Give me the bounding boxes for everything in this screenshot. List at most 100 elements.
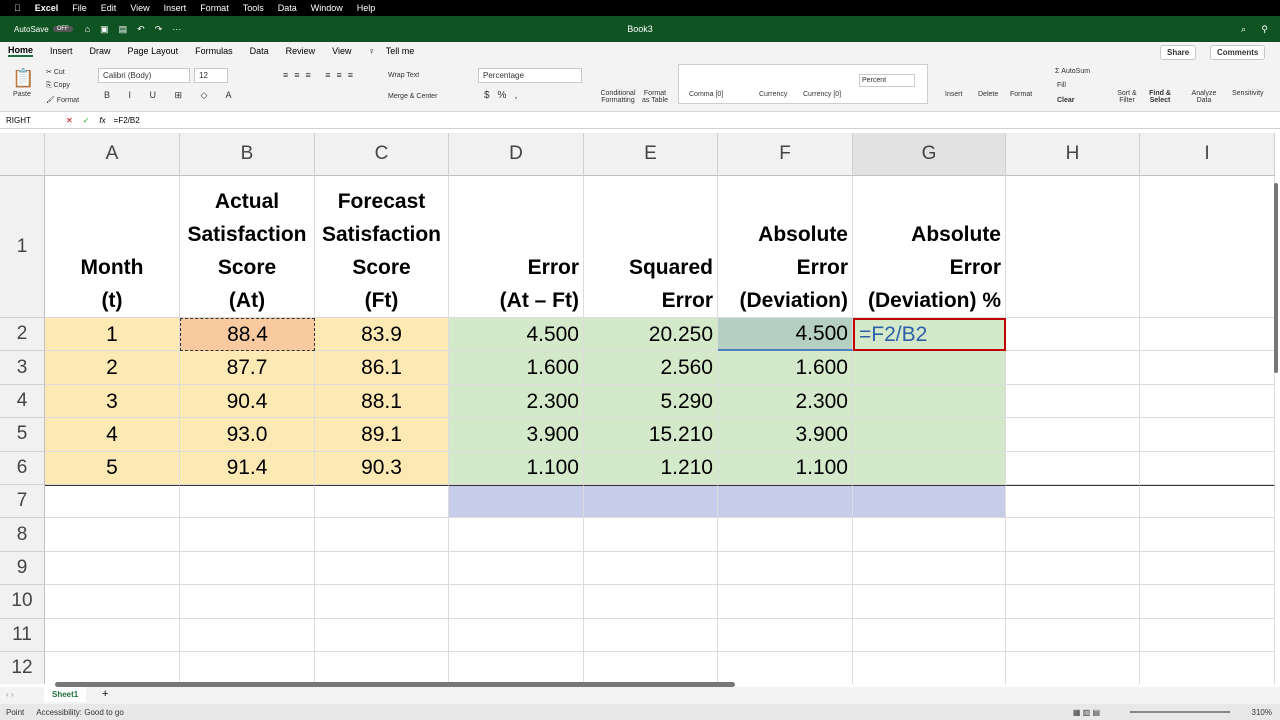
data-cell-E4[interactable]: 5.290 <box>584 384 718 419</box>
tab-home[interactable]: Home <box>8 45 34 57</box>
autosum-button[interactable]: Σ AutoSum <box>1055 68 1091 75</box>
cell-B11[interactable] <box>180 618 315 652</box>
cell-D12[interactable] <box>449 652 584 684</box>
row-header-1[interactable]: 1 <box>0 176 45 318</box>
data-cell-G4[interactable] <box>853 384 1006 419</box>
cell-G7[interactable] <box>853 485 1006 519</box>
cell-E9[interactable] <box>584 551 718 586</box>
data-cell-C3[interactable]: 86.1 <box>315 351 449 385</box>
apple-icon[interactable]:  <box>14 3 21 13</box>
font-name-select[interactable]: Calibri (Body) <box>98 68 190 83</box>
header-cell-D1[interactable]: Error (At – Ft) <box>449 176 584 318</box>
data-cell-E6[interactable]: 1.210 <box>584 451 718 485</box>
row-header-6[interactable]: 6 <box>0 451 45 485</box>
data-cell-E5[interactable]: 15.210 <box>584 418 718 452</box>
cell-I9[interactable] <box>1140 551 1275 586</box>
column-header-b[interactable]: B <box>180 133 315 176</box>
tab-insert[interactable]: Insert <box>50 46 73 56</box>
cell-G11[interactable] <box>853 618 1006 652</box>
cell-I12[interactable] <box>1140 652 1275 684</box>
row-header-4[interactable]: 4 <box>0 384 45 419</box>
cut-button[interactable]: ✂ Cut <box>46 69 65 76</box>
cell-D9[interactable] <box>449 551 584 586</box>
menu-view[interactable]: View <box>123 3 149 13</box>
style-accent4[interactable]: Accent4 <box>687 76 713 83</box>
data-cell-C6[interactable]: 90.3 <box>315 451 449 485</box>
cell-H3[interactable] <box>1006 351 1140 385</box>
paste-button[interactable]: Paste <box>13 91 31 98</box>
row-header-12[interactable]: 12 <box>0 652 45 684</box>
number-buttons[interactable]: $%, <box>484 90 526 101</box>
cell-C8[interactable] <box>315 518 449 552</box>
data-cell-D6[interactable]: 1.100 <box>449 451 584 485</box>
cell-F8[interactable] <box>718 518 853 552</box>
format-painter-button[interactable]: 🖌 Format <box>46 97 80 104</box>
row-header-2[interactable]: 2 <box>0 318 45 352</box>
cell-A8[interactable] <box>45 518 180 552</box>
cell-F7[interactable] <box>718 485 853 519</box>
cell-B10[interactable] <box>180 585 315 619</box>
column-header-h[interactable]: H <box>1006 133 1140 176</box>
cell-H4[interactable] <box>1006 384 1140 419</box>
column-header-i[interactable]: I <box>1140 133 1275 176</box>
data-cell-E2[interactable]: 20.250 <box>584 318 718 352</box>
cell-I4[interactable] <box>1140 384 1275 419</box>
font-size-select[interactable]: 12 <box>194 68 228 83</box>
data-cell-B5[interactable]: 93.0 <box>180 418 315 452</box>
number-format-select[interactable]: Percentage <box>478 68 582 83</box>
tab-page-layout[interactable]: Page Layout <box>127 46 179 56</box>
menu-insert[interactable]: Insert <box>156 3 187 13</box>
style-accent5[interactable]: Accent5 <box>745 76 771 83</box>
data-cell-G6[interactable] <box>853 451 1006 485</box>
cell-E12[interactable] <box>584 652 718 684</box>
data-cell-B2[interactable]: 88.4 <box>180 318 315 352</box>
home-icon[interactable]: ⌂ <box>84 24 91 34</box>
column-header-e[interactable]: E <box>584 133 718 176</box>
cell-F12[interactable] <box>718 652 853 684</box>
data-cell-D5[interactable]: 3.900 <box>449 418 584 452</box>
cell-E10[interactable] <box>584 585 718 619</box>
header-cell-G1[interactable]: Absolute Error (Deviation) % <box>853 176 1006 318</box>
cell-G10[interactable] <box>853 585 1006 619</box>
account-icon[interactable]: ⚲ <box>1261 23 1268 34</box>
vertical-scrollbar[interactable] <box>1274 183 1278 373</box>
column-header-a[interactable]: A <box>45 133 180 176</box>
cell-D11[interactable] <box>449 618 584 652</box>
undo-icon[interactable]: ↶ <box>137 23 145 34</box>
cell-A12[interactable] <box>45 652 180 684</box>
cell-F11[interactable] <box>718 618 853 652</box>
data-cell-C2[interactable]: 83.9 <box>315 318 449 352</box>
sensitivity-button[interactable]: Sensitivity <box>1232 90 1264 97</box>
data-cell-G3[interactable] <box>853 351 1006 385</box>
share-button[interactable]: Share <box>1160 45 1197 60</box>
data-cell-F6[interactable]: 1.100 <box>718 451 853 485</box>
save-icon[interactable]: ▣ <box>100 23 109 34</box>
redo-icon[interactable]: ↷ <box>154 23 163 34</box>
menu-tools[interactable]: Tools <box>235 3 264 13</box>
cell-G9[interactable] <box>853 551 1006 586</box>
header-cell-C1[interactable]: Forecast Satisfaction Score (Ft) <box>315 176 449 318</box>
data-cell-C4[interactable]: 88.1 <box>315 384 449 419</box>
format-cells-button[interactable]: Format <box>1010 91 1033 98</box>
cell-E8[interactable] <box>584 518 718 552</box>
row-header-5[interactable]: 5 <box>0 418 45 452</box>
merge-center-button[interactable]: Merge & Center <box>388 93 438 100</box>
cell-H7[interactable] <box>1006 485 1140 519</box>
conditional-formatting-button[interactable]: Conditional Formatting <box>600 90 636 104</box>
cell-I11[interactable] <box>1140 618 1275 652</box>
insert-cells-button[interactable]: Insert <box>945 91 963 98</box>
cell-I8[interactable] <box>1140 518 1275 552</box>
font-style-buttons[interactable]: B I U ⊞ ◇ A <box>104 90 240 100</box>
data-cell-G5[interactable] <box>853 418 1006 452</box>
menu-help[interactable]: Help <box>350 3 376 13</box>
zoom-level[interactable]: 310% <box>1251 707 1272 717</box>
row-header-7[interactable]: 7 <box>0 485 45 519</box>
style-currency[interactable]: Currency <box>759 91 788 98</box>
cell-H6[interactable] <box>1006 451 1140 485</box>
clear-button[interactable]: Clear <box>1057 97 1075 104</box>
cell-I3[interactable] <box>1140 351 1275 385</box>
data-cell-A2[interactable]: 1 <box>45 318 180 352</box>
sheet-nav-arrows[interactable]: ‹ › <box>6 690 14 699</box>
cell-H9[interactable] <box>1006 551 1140 586</box>
tab-data[interactable]: Data <box>249 46 269 56</box>
